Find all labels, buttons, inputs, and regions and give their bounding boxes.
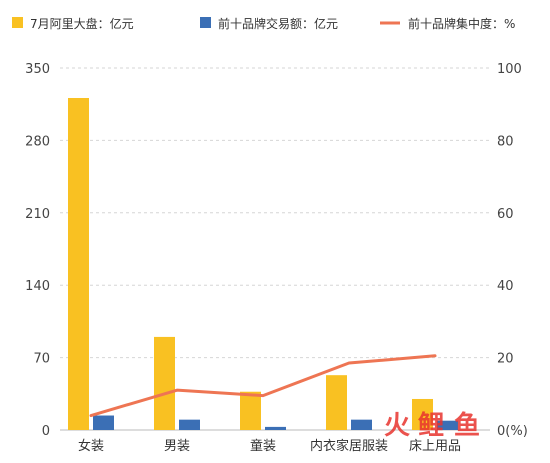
x-tick-label: 女装	[78, 438, 104, 454]
legend-swatch	[200, 17, 211, 28]
bar-top10-brands	[93, 416, 114, 430]
bar-top10-brands	[179, 420, 200, 430]
y-right-tick-label: 20	[497, 352, 514, 367]
right-axis: 0(%) 20 40 60 80 100	[497, 62, 528, 439]
y-right-tick-label: 100	[497, 62, 522, 77]
y-right-tick-label: 80	[497, 134, 514, 149]
x-tick-label: 内衣家居服装	[310, 438, 388, 454]
y-left-tick-label: 210	[25, 207, 50, 222]
legend: 7月阿里大盘：亿元 前十品牌交易额：亿元 前十品牌集中度：%	[12, 16, 515, 31]
legend-label: 前十品牌集中度：%	[408, 16, 515, 31]
bar-market-total	[68, 98, 89, 430]
x-tick-label: 男装	[164, 439, 190, 454]
y-right-tick-label: 60	[497, 207, 514, 222]
x-tick-label: 床上用品	[409, 439, 461, 454]
watermark-logo: 火 鲤 鱼	[384, 411, 480, 441]
y-left-tick-label: 70	[33, 352, 50, 367]
y-right-tick-label: 0(%)	[497, 424, 528, 439]
line-concentration	[91, 356, 435, 416]
legend-swatch	[12, 17, 23, 28]
y-left-tick-label: 0	[42, 424, 50, 439]
left-axis: 0 70 140 210 280 350	[25, 62, 50, 439]
svg-text:鲤: 鲤	[418, 411, 444, 441]
legend-label: 7月阿里大盘：亿元	[30, 16, 134, 31]
svg-text:鱼: 鱼	[454, 411, 480, 441]
bar-top10-brands	[265, 427, 286, 430]
gridlines	[60, 68, 490, 430]
bar-top10-brands	[351, 420, 372, 430]
legend-label: 前十品牌交易额：亿元	[218, 16, 338, 31]
bar-market-total	[240, 392, 261, 430]
bar-market-total	[326, 375, 347, 430]
bar-market-total	[154, 337, 175, 430]
svg-text:火: 火	[384, 411, 410, 441]
bars	[68, 98, 458, 430]
line-series	[91, 356, 435, 416]
y-left-tick-label: 350	[25, 62, 50, 77]
y-left-tick-label: 280	[25, 134, 50, 149]
x-tick-label: 童装	[250, 438, 276, 454]
y-left-tick-label: 140	[25, 279, 50, 294]
y-right-tick-label: 40	[497, 279, 514, 294]
